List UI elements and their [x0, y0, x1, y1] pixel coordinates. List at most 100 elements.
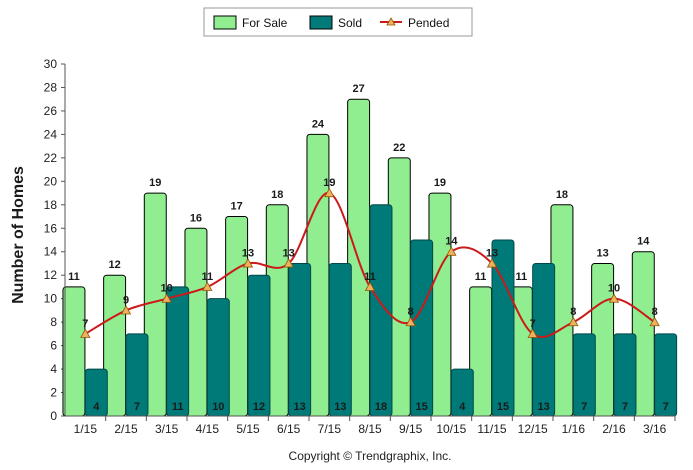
- y-tick-label: 22: [44, 151, 58, 165]
- pended-marker: [120, 305, 132, 315]
- pended-marker: [161, 293, 172, 303]
- x-tick-label: 2/15: [114, 422, 138, 436]
- x-tick-label: 10/15: [436, 422, 466, 436]
- y-tick-label: 12: [44, 268, 58, 282]
- pended-value-label: 19: [323, 177, 335, 189]
- data-labels: 11 4 12 7 19 11 16 10 17 12 18 13 24 13 27 18 22 15 19 4 11 1…: [68, 83, 669, 413]
- y-tick-label: 16: [44, 221, 58, 235]
- sold-value-label: 13: [334, 401, 346, 413]
- pended-value-label: 8: [652, 306, 658, 318]
- for-sale-value-label: 16: [190, 212, 202, 224]
- for-sale-value-label: 24: [312, 118, 325, 130]
- pended-value-label: 7: [530, 318, 536, 330]
- sold-bars: [84, 204, 678, 417]
- x-tick-label: 3/16: [643, 422, 667, 436]
- sold-value-label: 15: [416, 401, 428, 413]
- x-axis: 1/15 2/15 3/15 4/15 5/15 6/15 7/15 8/15 9/15 10/1…: [74, 416, 676, 436]
- y-tick-label: 20: [44, 174, 58, 188]
- y-tick-label: 30: [44, 57, 58, 71]
- pended-value-label: 10: [161, 283, 173, 295]
- y-tick-label: 14: [44, 245, 58, 259]
- for-sale-value-label: 12: [108, 259, 120, 271]
- legend-label-for-sale: For Sale: [242, 16, 288, 30]
- y-tick-label: 2: [50, 386, 57, 400]
- x-tick-label: 11/15: [477, 422, 506, 436]
- pended-marker: [364, 281, 376, 291]
- pended-marker: [608, 293, 620, 303]
- x-tick-label: 3/15: [155, 422, 179, 436]
- x-tick-label: 9/15: [399, 422, 423, 436]
- sold-value-label: 7: [134, 401, 140, 413]
- x-tick-label: 1/16: [562, 422, 586, 436]
- for-sale-value-label: 17: [230, 201, 242, 213]
- sold-value-label: 7: [581, 401, 587, 413]
- x-tick-label: 6/15: [277, 422, 301, 436]
- legend-swatch-for-sale: [213, 15, 237, 30]
- for-sale-value-label: 22: [393, 142, 405, 154]
- y-tick-label: 8: [50, 315, 57, 329]
- pended-value-label: 9: [123, 294, 129, 306]
- y-tick-label: 6: [50, 339, 57, 353]
- x-tick-label: 2/16: [602, 422, 626, 436]
- legend-frame: [203, 7, 473, 37]
- copyright-text: Copyright © Trendgraphix, Inc.: [289, 449, 452, 463]
- y-tick-label: 4: [50, 362, 57, 376]
- y-axis-label: Number of Homes: [10, 166, 27, 304]
- for-sale-value-label: 18: [271, 189, 283, 201]
- pended-line-layer: [80, 187, 660, 338]
- for-sale-value-label: 14: [637, 236, 650, 248]
- sold-bar: [410, 239, 434, 417]
- pended-marker: [486, 258, 498, 268]
- for-sale-value-label: 19: [149, 177, 161, 189]
- for-sale-value-label: 13: [596, 247, 608, 259]
- pended-marker: [283, 258, 294, 268]
- pended-value-label: 13: [242, 247, 254, 259]
- x-tick-label: 5/15: [236, 422, 260, 436]
- pended-value-label: 8: [570, 306, 576, 318]
- legend: For Sale Sold Pended: [203, 7, 473, 37]
- sold-value-label: 7: [622, 401, 628, 413]
- pended-value-label: 11: [364, 271, 376, 283]
- pended-marker: [446, 246, 457, 256]
- sold-value-label: 4: [459, 401, 466, 413]
- sold-value-label: 11: [172, 401, 184, 413]
- sold-value-label: 7: [663, 401, 669, 413]
- pended-value-label: 13: [283, 247, 295, 259]
- sold-value-label: 12: [253, 401, 265, 413]
- y-tick-label: 24: [44, 127, 58, 141]
- y-tick-label: 26: [44, 104, 58, 118]
- sold-value-label: 10: [212, 401, 224, 413]
- pended-value-label: 7: [82, 318, 88, 330]
- sold-value-label: 15: [497, 401, 509, 413]
- sold-bar: [288, 262, 312, 417]
- y-tick-label: 28: [44, 80, 58, 94]
- sold-value-label: 18: [375, 401, 387, 413]
- pended-value-label: 13: [486, 247, 498, 259]
- y-tick-label: 10: [44, 292, 58, 306]
- sold-bar: [532, 262, 556, 417]
- x-tick-label: 4/15: [196, 422, 220, 436]
- y-tick-label: 0: [50, 409, 57, 423]
- pended-value-label: 14: [445, 236, 458, 248]
- x-tick-label: 8/15: [358, 422, 382, 436]
- sold-value-label: 4: [93, 401, 100, 413]
- legend-swatch-sold: [309, 15, 333, 30]
- x-tick-label: 1/15: [74, 422, 98, 436]
- pended-marker: [242, 258, 254, 268]
- legend-label-pended: Pended: [408, 16, 449, 30]
- pended-marker: [202, 281, 213, 291]
- for-sale-bar: [62, 286, 86, 417]
- sold-value-label: 13: [538, 401, 550, 413]
- for-sale-value-label: 11: [475, 271, 487, 283]
- pended-marker: [527, 328, 538, 338]
- y-tick-label: 18: [44, 198, 58, 212]
- for-sale-value-label: 11: [515, 271, 527, 283]
- for-sale-value-label: 11: [68, 271, 80, 283]
- pended-value-label: 11: [202, 271, 214, 283]
- pended-marker: [324, 187, 335, 198]
- sold-bar: [166, 286, 190, 417]
- for-sale-value-label: 27: [352, 83, 364, 95]
- pended-marker: [405, 316, 416, 327]
